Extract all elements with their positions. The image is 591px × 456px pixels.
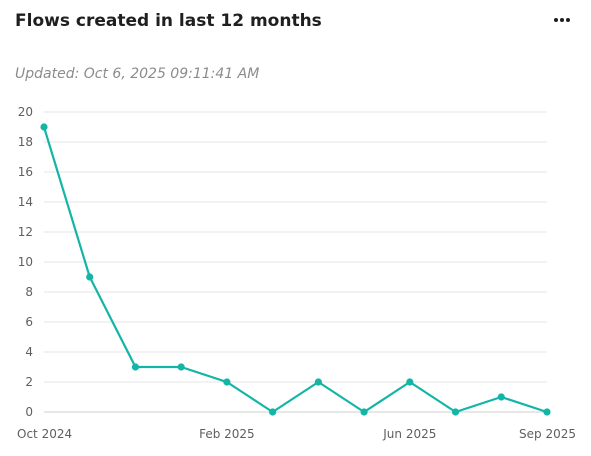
menu-dot: [560, 18, 564, 22]
y-tick-label: 6: [25, 315, 33, 329]
y-tick-label: 20: [18, 105, 33, 119]
data-point: [131, 363, 140, 371]
series-line: [42, 125, 549, 414]
y-tick-label: 12: [18, 225, 33, 239]
more-options-icon[interactable]: [549, 8, 575, 32]
y-tick-label: 4: [25, 345, 33, 359]
menu-dot: [554, 18, 558, 22]
data-point: [314, 378, 322, 386]
y-tick-label: 2: [25, 375, 33, 389]
card-title: Flows created in last 12 months: [15, 11, 322, 31]
data-point: [86, 273, 94, 281]
y-tick-label: 10: [18, 255, 33, 269]
x-tick-label: Feb 2025: [199, 427, 255, 441]
data-point: [360, 408, 368, 416]
data-point: [40, 123, 48, 131]
y-tick-label: 0: [25, 405, 33, 419]
data-point: [497, 393, 505, 401]
data-point: [543, 408, 551, 416]
y-tick-label: 14: [18, 195, 33, 209]
data-point: [177, 363, 185, 371]
data-point: [406, 378, 414, 386]
data-point: [451, 408, 460, 416]
x-tick-label: Jun 2025: [382, 427, 436, 441]
data-point: [223, 378, 231, 386]
data-point: [269, 408, 277, 416]
y-tick-label: 16: [18, 165, 33, 179]
y-tick-label: 8: [25, 285, 33, 299]
x-tick-label: Oct 2024: [17, 427, 72, 441]
menu-dot: [566, 18, 570, 22]
x-tick-label: Sep 2025: [519, 427, 576, 441]
updated-timestamp: Updated: Oct 6, 2025 09:11:41 AM: [15, 66, 260, 82]
y-tick-label: 18: [18, 135, 33, 149]
